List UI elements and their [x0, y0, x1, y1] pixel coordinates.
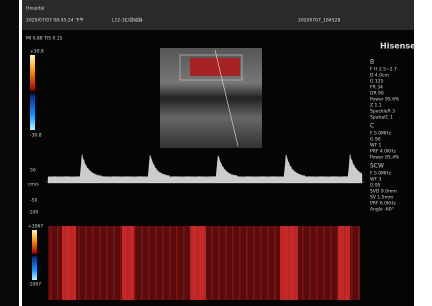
velocity-label: -100: [28, 210, 38, 216]
param-item: F H 2.5~2.7: [370, 67, 397, 73]
spectrogram-streak: [92, 226, 94, 300]
param-title: SCW: [370, 163, 384, 170]
param-item: PRF 4.0KHz: [370, 149, 396, 155]
spectrogram-streak: [267, 226, 269, 300]
param-item: SVD 9.0mm: [370, 189, 397, 195]
spectrogram-streak: [120, 226, 122, 300]
spectrogram-streak: [337, 226, 339, 300]
spectrogram-streak: [225, 226, 227, 300]
spectrogram-streak: [57, 226, 59, 300]
param-item: SV 1.5mm: [370, 195, 393, 201]
color-bar: [30, 55, 35, 130]
color-box: [190, 58, 240, 76]
spectrogram-streak: [232, 226, 234, 300]
spectrogram-streak: [134, 226, 136, 300]
param-item: G 95: [370, 183, 381, 189]
screen: Hospital 2020/07/07 08:45:24 下午 L12-3E/颈…: [0, 0, 432, 306]
index: MI 0.88 TIS 0.15: [26, 36, 63, 42]
param-item: WF 3: [370, 177, 381, 183]
spectrogram-streak: [64, 226, 66, 300]
spectrogram-streak: [183, 226, 185, 300]
spectrogram-streak: [302, 226, 304, 300]
spectrogram-streak: [218, 226, 220, 300]
param-item: Power 95.4%: [370, 155, 400, 161]
probe: L12-3E/颈动脉: [112, 17, 143, 24]
param-item: G 90: [370, 137, 381, 143]
velocity-label: 50: [30, 168, 36, 174]
param-item: DR 90: [370, 91, 384, 97]
spectro-top: +1067: [28, 224, 43, 230]
spectrogram-streak: [176, 226, 178, 300]
param-item: SpeckleR 3: [370, 109, 395, 115]
spectrogram-streak: [141, 226, 143, 300]
spectrogram-streak: [246, 226, 248, 300]
velocity-label: cm/s: [28, 182, 39, 188]
param-item: PRF 6.0KHz: [370, 201, 396, 207]
param-item: F 5.0MHz: [370, 171, 391, 177]
spectrogram-streak: [71, 226, 73, 300]
spectrogram-streak: [106, 226, 108, 300]
spectrogram-streak: [351, 226, 353, 300]
param-title: C: [370, 123, 374, 130]
spectrogram-streak: [197, 226, 199, 300]
spectrogram-streak: [253, 226, 255, 300]
spectrogram-streak: [113, 226, 115, 300]
file-id: 20200707_184528: [298, 18, 340, 24]
spectrogram-streak: [330, 226, 332, 300]
spectrogram-streak: [148, 226, 150, 300]
param-item: SpatialC 1: [370, 115, 393, 121]
color-bottom: -30.8: [30, 133, 42, 139]
color-top: +30.8: [30, 49, 44, 55]
param-title: B: [370, 59, 374, 66]
spectrogram-streak: [274, 226, 276, 300]
spectro-color-bar: [32, 230, 37, 280]
spectrogram-streak: [358, 226, 360, 300]
velocity-label: -50: [30, 198, 37, 204]
spectrogram-streak: [344, 226, 346, 300]
brand: Hisense: [380, 42, 416, 51]
spectrogram-streak: [211, 226, 213, 300]
spectrogram-streak: [127, 226, 129, 300]
spectrogram-streak: [78, 226, 80, 300]
spectrogram-streak: [190, 226, 192, 300]
spectrogram-streak: [162, 226, 164, 300]
param-item: F 5.0MHz: [370, 131, 391, 137]
param-item: FR 34: [370, 85, 383, 91]
spectrogram-streak: [50, 226, 52, 300]
spectrogram-streak: [204, 226, 206, 300]
datetime: 2020/07/07 08:45:24 下午: [26, 17, 85, 24]
param-item: D 4.0cm: [370, 73, 389, 79]
spectrogram-streak: [281, 226, 283, 300]
param-item: WF 1: [370, 143, 381, 149]
param-item: Angle -60°: [370, 207, 394, 213]
spectrogram-streak: [295, 226, 297, 300]
spectrogram-streak: [99, 226, 101, 300]
spectrogram-streak: [288, 226, 290, 300]
spectrogram-streak: [309, 226, 311, 300]
param-item: Z 1.1: [370, 103, 382, 109]
param-item: Power 95.6%: [370, 97, 400, 103]
header-bar: [22, 0, 414, 30]
spectrogram-streak: [323, 226, 325, 300]
spectrogram-streak: [169, 226, 171, 300]
spectrogram-streak: [85, 226, 87, 300]
hospital: Hospital: [26, 6, 44, 12]
spectrogram-streak: [239, 226, 241, 300]
spectro-bottom: -1067: [28, 282, 41, 288]
left-bezel: [0, 0, 19, 306]
spectrogram-streak: [316, 226, 318, 300]
spectrogram-streak: [260, 226, 262, 300]
spectrogram-streak: [155, 226, 157, 300]
param-item: G 125: [370, 79, 384, 85]
